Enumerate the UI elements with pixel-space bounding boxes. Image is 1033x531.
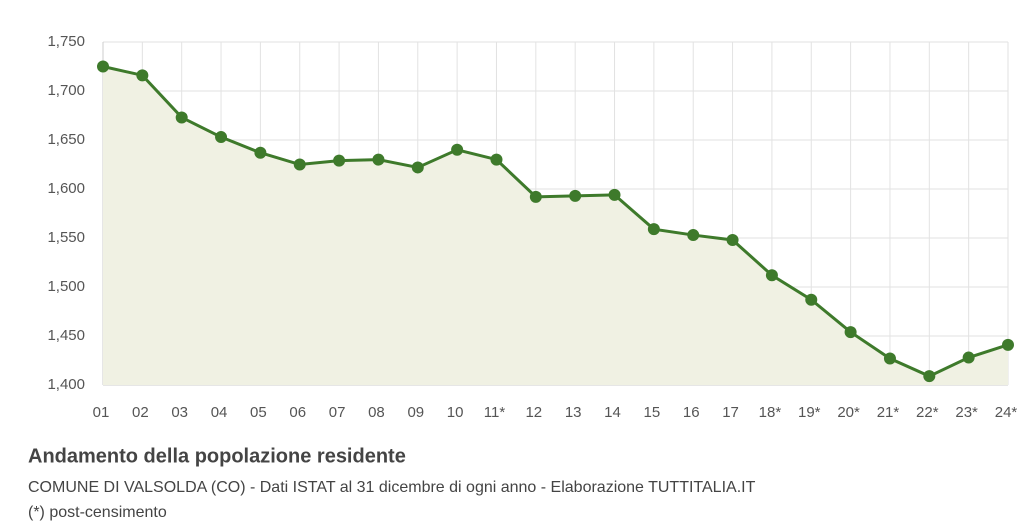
point [923, 370, 936, 383]
x-tick-label: 24* [995, 404, 1018, 421]
point [726, 233, 739, 246]
y-tick-label: 1,750 [47, 33, 85, 50]
x-tick-label: 22* [916, 404, 939, 421]
x-tick-label: 14 [604, 404, 621, 421]
x-tick-label: 16 [683, 404, 700, 421]
x-tick-label: 23* [955, 404, 978, 421]
point [1002, 338, 1014, 351]
point [411, 161, 424, 174]
x-tick-label: 08 [368, 404, 385, 421]
point [372, 153, 385, 166]
x-tick-label: 20* [837, 404, 860, 421]
point [805, 293, 818, 306]
x-tick-label: 01 [93, 404, 110, 421]
point [962, 351, 975, 364]
line [102, 65, 1009, 378]
x-tick-label: 15 [644, 404, 661, 421]
x-tick-label: 02 [132, 404, 149, 421]
point [293, 158, 306, 171]
x-tick-label: 12 [525, 404, 542, 421]
point [215, 131, 228, 144]
point [569, 189, 582, 202]
y-tick-label: 1,650 [47, 131, 85, 148]
chart-note: (*) post-censimento [28, 504, 167, 521]
point [254, 146, 267, 159]
point [844, 326, 857, 339]
x-tick-label: 03 [171, 404, 188, 421]
x-tick-label: 13 [565, 404, 582, 421]
point [883, 352, 896, 365]
chart-title: Andamento della popolazione residente [28, 445, 406, 467]
point [647, 223, 660, 236]
chart-subtitle: COMUNE DI VALSOLDA (CO) - Dati ISTAT al … [28, 479, 756, 496]
y-tick-label: 1,700 [47, 82, 85, 99]
x-tick-label: 10 [447, 404, 464, 421]
x-tick-label: 09 [407, 404, 424, 421]
point [333, 154, 346, 167]
x-tick-label: 04 [211, 404, 228, 421]
x-tick-label: 21* [877, 404, 900, 421]
x-tick-label: 05 [250, 404, 267, 421]
point [765, 269, 778, 282]
x-tick-label: 19* [798, 404, 821, 421]
y-tick-label: 1,600 [47, 180, 85, 197]
area [103, 66, 1008, 385]
point [136, 69, 149, 82]
x-tick-label: 18* [759, 404, 782, 421]
point [529, 190, 542, 203]
point [97, 60, 109, 73]
x-tick-label: 11* [484, 404, 506, 421]
point [451, 143, 464, 156]
point [687, 229, 700, 242]
point [608, 188, 621, 201]
x-tick-label: 06 [289, 404, 306, 421]
y-tick-label: 1,400 [47, 376, 85, 393]
point [175, 111, 188, 124]
y-tick-label: 1,550 [47, 229, 85, 246]
y-tick-label: 1,500 [47, 278, 85, 295]
x-tick-label: 07 [329, 404, 346, 421]
point [490, 153, 503, 166]
y-tick-label: 1,450 [47, 327, 85, 344]
x-tick-label: 17 [722, 404, 739, 421]
